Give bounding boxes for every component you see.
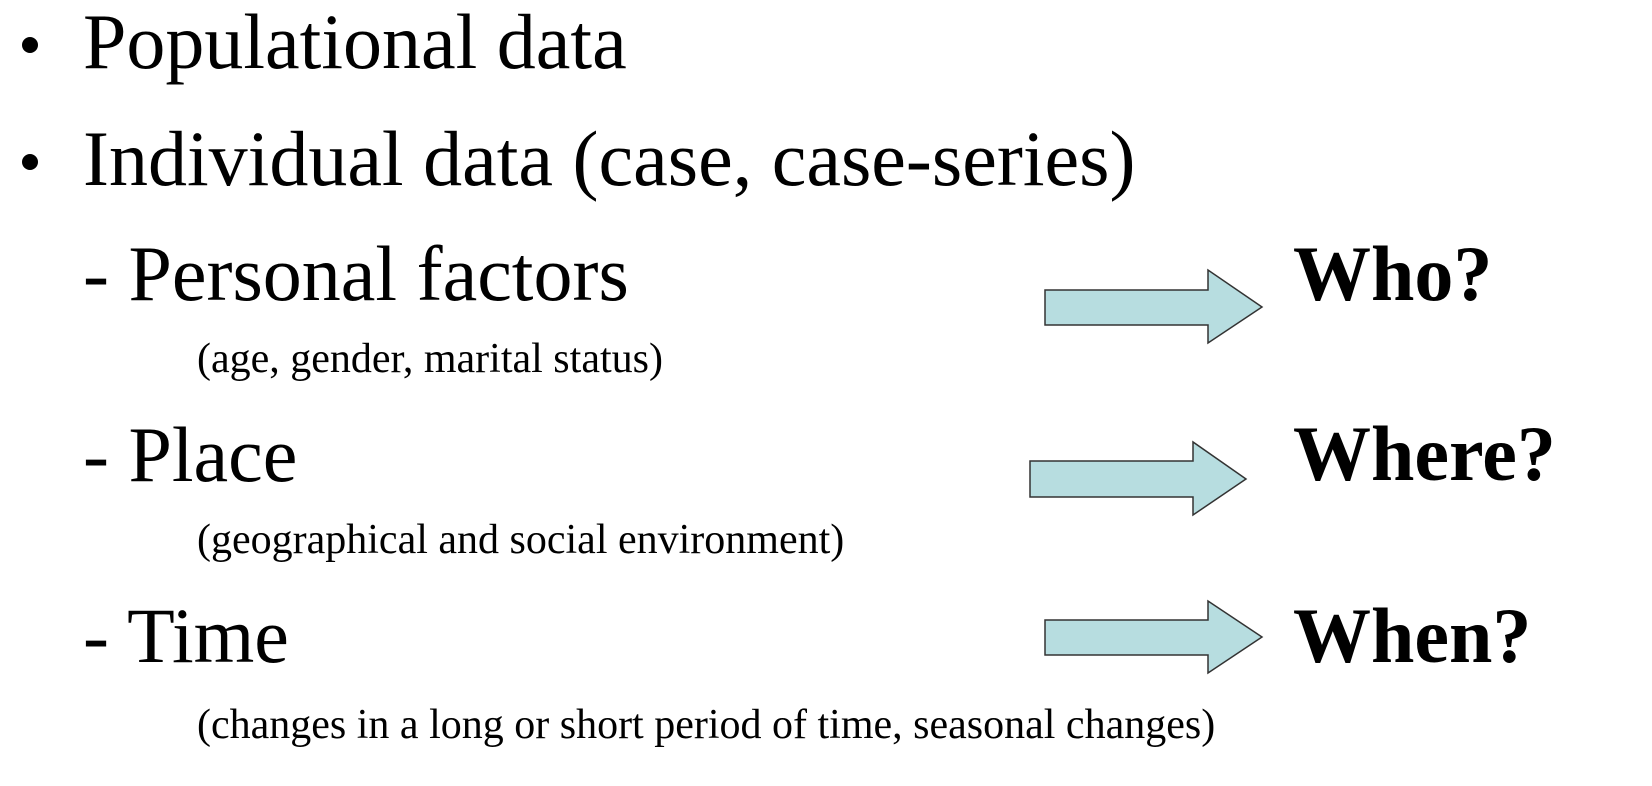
sub-item-answer: When? xyxy=(1293,592,1531,679)
sub-item-note: (geographical and social environment) xyxy=(197,517,844,563)
sub-item-label: - Place xyxy=(83,411,297,498)
bullet-dot xyxy=(22,154,38,170)
arrow xyxy=(1044,268,1264,345)
sub-item-label: - Time xyxy=(83,592,289,679)
sub-item-label: - Personal factors xyxy=(83,230,629,317)
sub-item-note: (changes in a long or short period of ti… xyxy=(197,702,1215,748)
arrow xyxy=(1044,599,1264,675)
sub-item-answer: Where? xyxy=(1293,410,1556,497)
bullet-text: Populational data xyxy=(83,0,627,85)
sub-item-note: (age, gender, marital status) xyxy=(197,336,663,382)
arrow xyxy=(1029,440,1248,517)
bullet-text: Individual data (case, case-series) xyxy=(83,115,1135,202)
sub-item-answer: Who? xyxy=(1293,230,1492,317)
bullet-dot xyxy=(22,37,38,53)
